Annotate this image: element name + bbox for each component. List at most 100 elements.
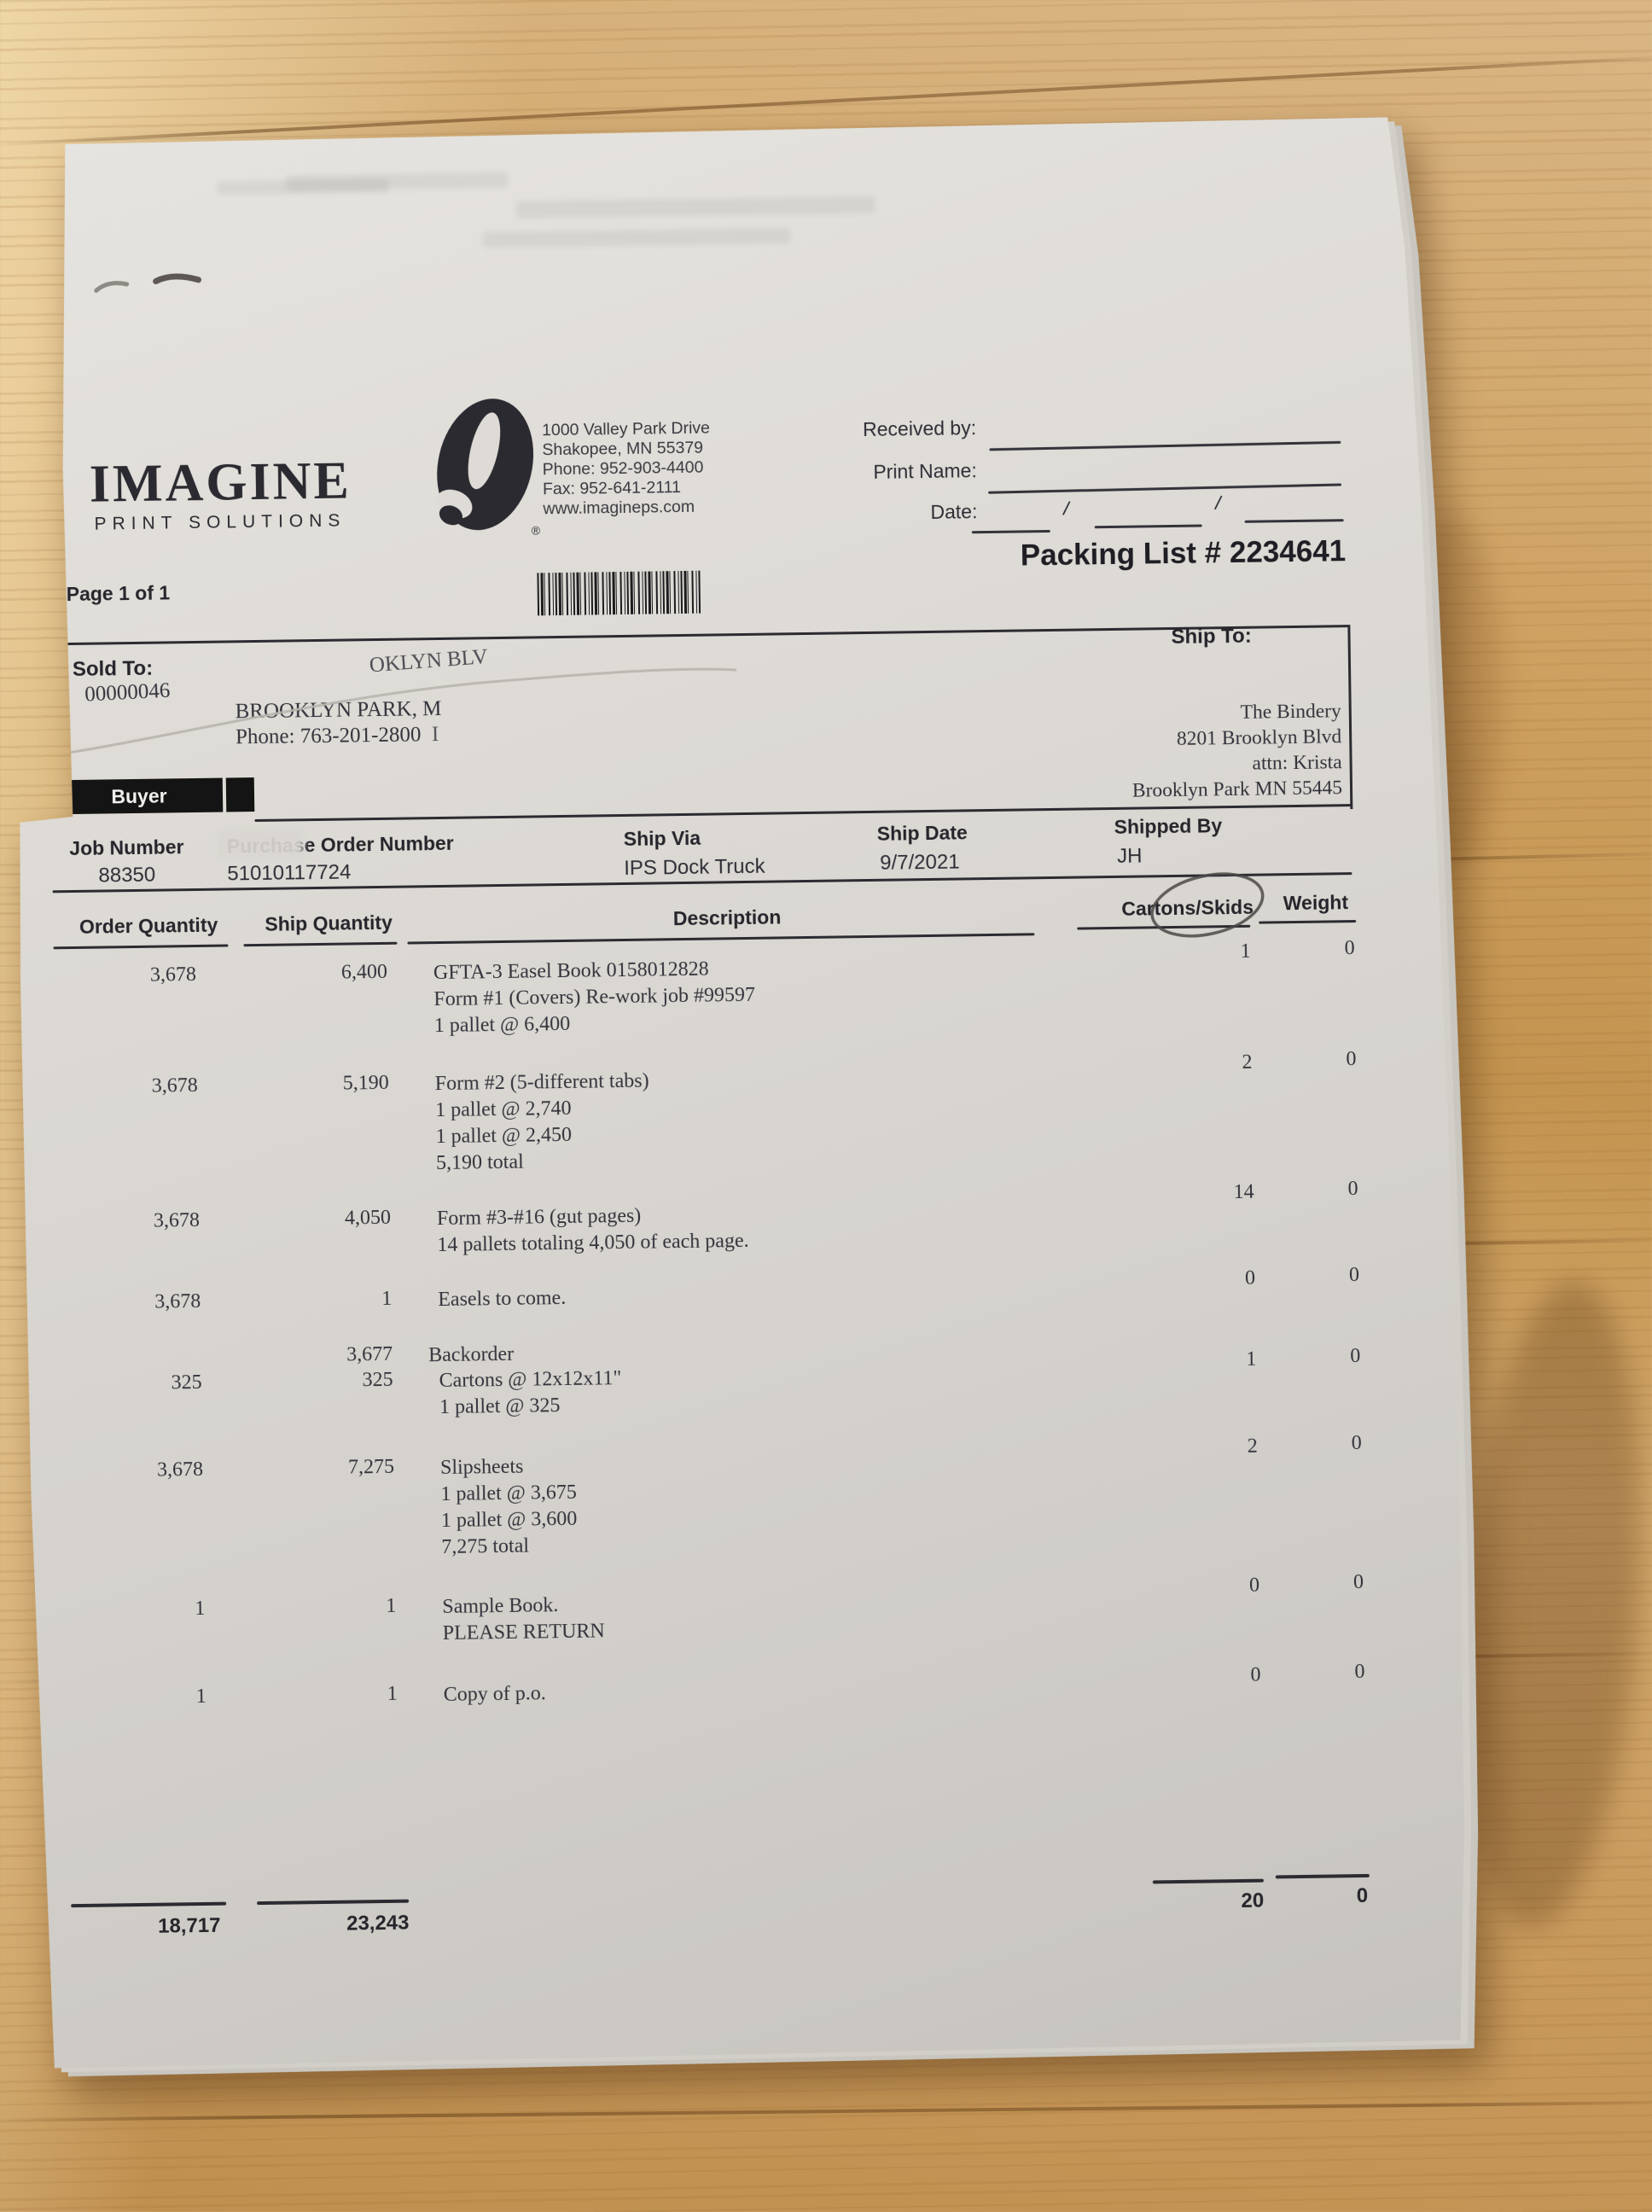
- shipped-by-value: JH: [1116, 844, 1143, 868]
- company-address: 1000 Valley Park Drive Shakopee, MN 5537…: [542, 419, 711, 520]
- order-qty-cell: 3,678: [153, 1208, 201, 1232]
- address-line: Phone: 952-903-4400: [542, 457, 704, 480]
- page-number-label: Page 1 of 1: [66, 581, 171, 606]
- description-cell: Easels to come.: [438, 1285, 566, 1313]
- paper-stack: IMAGINE PRINT SOLUTIONS ® 1000 Valley Pa…: [3, 109, 1490, 2084]
- table-row: 3,678 1 Easels to come. 0 0: [20, 1272, 1479, 1293]
- description-line: 1 pallet @ 6,400: [433, 1012, 571, 1038]
- order-qty-cell: [55, 1346, 201, 1348]
- cartons-cell: 1: [1246, 1348, 1257, 1371]
- show-through-text: [218, 179, 388, 195]
- ship-qty-cell: 4,050: [344, 1206, 392, 1230]
- torn-paper-crease: [10, 631, 780, 787]
- description-line: Easels to come.: [438, 1286, 567, 1312]
- description-line: PLEASE RETURN: [442, 1620, 605, 1645]
- ship-qty-header: Ship Quantity: [265, 911, 393, 935]
- description-line: 1 pallet @ 2,740: [435, 1097, 572, 1122]
- order-qty-cell: 325: [171, 1371, 202, 1394]
- description-cell: Form #3-#16 (gut pages) 14 pallets total…: [437, 1202, 749, 1259]
- description-line: 5,190 total: [435, 1150, 524, 1175]
- address-line: 1000 Valley Park Drive: [541, 418, 711, 440]
- registered-mark: ®: [531, 523, 541, 538]
- exclamation-logo-icon: [433, 397, 540, 540]
- weight-cell: 0: [1352, 1570, 1364, 1594]
- ship-to-line: Brooklyn Park MN 55445: [1131, 777, 1343, 802]
- description-line: Slipsheets: [439, 1455, 524, 1480]
- description-line: 14 pallets totaling 4,050 of each page.: [437, 1229, 749, 1257]
- order-total-rule: [71, 1902, 226, 1908]
- weight-cell: 0: [1348, 1263, 1360, 1287]
- table-row: 1 1 Sample Book. PLEASE RETURN 0 0: [24, 1580, 1483, 1600]
- shipped-by-header: Shipped By: [1114, 814, 1223, 838]
- ship-date-value: 9/7/2021: [880, 850, 960, 875]
- buyer-label: Buyer: [111, 784, 167, 808]
- description-header: Description: [672, 905, 782, 930]
- ship-qty-cell: 5,190: [342, 1071, 389, 1095]
- job-number-value: 88350: [98, 863, 156, 888]
- table-row: 1 1 Copy of p.o. 0 0: [26, 1668, 1485, 1688]
- description-line: Cartons @ 12x12x11": [439, 1367, 622, 1393]
- address-box-right-border: [1347, 625, 1352, 809]
- ship-qty-cell: 1: [381, 1287, 393, 1310]
- ship-via-value: IPS Dock Truck: [624, 854, 765, 880]
- cartons-cell: [1130, 1323, 1256, 1324]
- description-line: Sample Book.: [442, 1594, 559, 1619]
- show-through-text: [483, 228, 790, 247]
- table-row: 3,677 Backorder: [20, 1328, 1480, 1348]
- order-qty-cell: 3,678: [149, 963, 197, 987]
- description-line: Form #3-#16 (gut pages): [436, 1204, 642, 1231]
- job-number-header: Job Number: [69, 835, 184, 860]
- order-qty-cell: 1: [195, 1597, 206, 1621]
- print-name-label: Print Name:: [873, 459, 977, 483]
- order-qty-cell: 3,678: [154, 1289, 201, 1313]
- order-qty-cell: 3,678: [151, 1074, 198, 1097]
- description-cell: Backorder: [428, 1342, 514, 1369]
- company-logo-subtitle: PRINT SOLUTIONS: [94, 510, 346, 534]
- cartons-total-rule: [1153, 1879, 1264, 1884]
- order-qty-cell: 3,678: [156, 1458, 204, 1481]
- weight-total: 0: [1356, 1883, 1369, 1908]
- description-cell: Form #2 (5-different tabs) 1 pallet @ 2,…: [435, 1068, 651, 1177]
- torn-paper-smudge: [218, 829, 304, 859]
- address-line: www.imagineps.com: [543, 497, 695, 519]
- description-line: Backorder: [428, 1342, 515, 1367]
- cartons-cell: 0: [1248, 1574, 1260, 1597]
- cartons-cell: 14: [1233, 1180, 1254, 1204]
- ship-qty-total: 23,243: [346, 1911, 410, 1936]
- description-line: 7,275 total: [441, 1534, 530, 1559]
- print-name-line: [988, 483, 1341, 493]
- pen-smudge-marks: [90, 265, 228, 304]
- description-underline: [407, 933, 1034, 944]
- date-label: Date:: [930, 500, 978, 523]
- description-line: Form #2 (5-different tabs): [434, 1069, 649, 1096]
- date-line-month: [972, 530, 1050, 533]
- ship-qty-cell: 1: [386, 1594, 397, 1617]
- ship-to-address: The Bindery 8201 Brooklyn Blvd attn: Kri…: [993, 698, 1343, 806]
- ship-qty-cell: 1: [387, 1682, 398, 1705]
- cartons-cell: 1: [1240, 940, 1251, 963]
- weight-cell: [1282, 1319, 1360, 1320]
- description-cell: Slipsheets 1 pallet @ 3,675 1 pallet @ 3…: [440, 1453, 578, 1561]
- ship-via-header: Ship Via: [623, 826, 701, 850]
- weight-cell: 0: [1347, 1178, 1358, 1201]
- description-line: 1 pallet @ 2,450: [435, 1123, 573, 1149]
- description-cell: Cartons @ 12x12x11" 1 pallet @ 325: [439, 1365, 622, 1421]
- skids-circle-annotation: [1140, 863, 1277, 950]
- order-qty-header: Order Quantity: [79, 913, 218, 938]
- company-logo-wordmark: IMAGINE: [89, 451, 352, 514]
- table-row: 3,678 4,050 Form #3-#16 (gut pages) 14 p…: [19, 1191, 1478, 1212]
- ship-qty-cell: 7,275: [347, 1455, 395, 1479]
- buyer-bar: Buyer: [55, 778, 224, 815]
- weight-header: Weight: [1283, 891, 1349, 915]
- packing-list-sheet: IMAGINE PRINT SOLUTIONS ® 1000 Valley Pa…: [3, 109, 1490, 2084]
- description-line: 1 pallet @ 325: [439, 1394, 561, 1419]
- ship-qty-cell: 325: [362, 1368, 393, 1392]
- table-row: 3,678 7,275 Slipsheets 1 pallet @ 3,675 …: [22, 1441, 1481, 1461]
- description-line: 1 pallet @ 3,675: [440, 1481, 578, 1506]
- redaction-block: [226, 777, 255, 812]
- cartons-cell: 2: [1242, 1051, 1253, 1074]
- date-line-year: [1245, 519, 1344, 523]
- cartons-cell: 0: [1244, 1266, 1256, 1289]
- date-slash: /: [1213, 491, 1224, 515]
